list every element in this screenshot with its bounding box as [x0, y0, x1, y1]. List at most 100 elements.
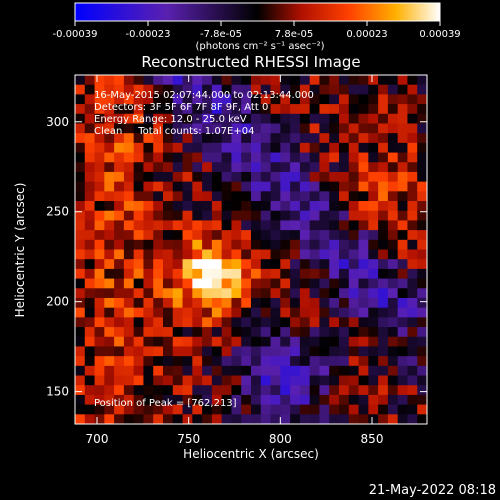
heatmap-cell — [378, 259, 389, 270]
heatmap-cell — [270, 201, 281, 212]
heatmap-cell — [378, 142, 389, 154]
heatmap-cell — [211, 162, 223, 173]
heatmap-cell — [339, 220, 350, 231]
heatmap-cell — [329, 239, 340, 251]
heatmap-cell — [407, 220, 418, 231]
heatmap-cell — [202, 365, 213, 377]
heatmap-cell — [348, 230, 360, 241]
heatmap-cell — [241, 142, 252, 154]
y-axis: 150 200 250 300 — [46, 115, 427, 399]
heatmap-cell — [172, 171, 184, 183]
heatmap-cell — [172, 385, 184, 396]
heatmap-cell — [241, 181, 252, 192]
heatmap-cell — [231, 297, 242, 309]
heatmap-cell — [104, 113, 115, 125]
heatmap-cell — [329, 365, 340, 377]
heatmap-cell — [75, 297, 86, 309]
heatmap-cell — [348, 210, 360, 222]
heatmap-cell — [211, 317, 223, 328]
heatmap-cell — [241, 191, 252, 202]
heatmap-cell — [202, 346, 213, 357]
heatmap-cell — [231, 278, 242, 289]
heatmap-cell — [84, 94, 96, 105]
heatmap-cell — [368, 123, 379, 134]
heatmap-cell — [397, 84, 409, 95]
heatmap-cell — [211, 356, 223, 367]
heatmap-cell — [163, 365, 174, 377]
heatmap-cell — [309, 404, 321, 415]
heatmap-cell — [143, 297, 154, 309]
heatmap-cell — [368, 259, 379, 270]
heatmap-cell — [309, 375, 321, 386]
heatmap-cell — [231, 75, 242, 86]
heatmap-cell — [231, 181, 242, 192]
heatmap-cell — [84, 84, 96, 95]
plot-frame — [74, 74, 428, 425]
heatmap-cell — [397, 162, 409, 173]
heatmap-cell — [299, 278, 311, 289]
heatmap-cell — [329, 336, 340, 348]
heatmap-cell — [280, 239, 291, 251]
heatmap-cell — [211, 113, 223, 125]
heatmap-cell — [211, 297, 223, 309]
heatmap-cell — [309, 327, 321, 338]
heatmap-cell — [94, 113, 105, 125]
heatmap-cell — [172, 94, 184, 105]
heatmap-cell — [241, 317, 252, 328]
heatmap-cell — [299, 394, 311, 406]
heatmap-cell — [417, 113, 427, 125]
heatmap-cell — [94, 181, 105, 192]
heatmap-cell — [94, 288, 105, 299]
heatmap-cell — [251, 259, 262, 270]
heatmap-cell — [397, 346, 409, 357]
heatmap-cell — [270, 249, 281, 260]
heatmap-cell — [407, 336, 418, 348]
heatmap-cell — [153, 220, 164, 231]
heatmap-cell — [387, 317, 399, 328]
heatmap-cell — [358, 375, 369, 386]
heatmap-cell — [387, 162, 399, 173]
heatmap-cell — [348, 297, 360, 309]
heatmap-cell — [163, 375, 174, 386]
heatmap-cell — [84, 346, 96, 357]
heatmap-cell — [172, 317, 184, 328]
heatmap-cell — [221, 239, 233, 251]
heatmap-cell — [221, 356, 233, 367]
heatmap-cell — [143, 375, 154, 386]
heatmap-cell — [123, 297, 135, 309]
heatmap-cell — [348, 142, 360, 154]
heatmap-cell — [221, 152, 233, 163]
heatmap-cell — [231, 317, 242, 328]
heatmap-cell — [319, 84, 330, 95]
heatmap-cell — [133, 104, 145, 115]
heatmap-cell — [309, 249, 321, 260]
heatmap-cell — [251, 84, 262, 95]
heatmap-cell — [348, 365, 360, 377]
heatmap-cell — [280, 152, 291, 163]
heatmap-cell — [123, 288, 135, 299]
heatmap-cell — [358, 113, 369, 125]
heatmap-cell — [143, 239, 154, 251]
heatmap-cell — [417, 268, 427, 280]
heatmap-cell — [221, 307, 233, 318]
heatmap-cell — [231, 336, 242, 348]
heatmap-cell — [270, 317, 281, 328]
heatmap-cell — [387, 142, 399, 154]
heatmap-cell — [358, 365, 369, 377]
heatmap-cell — [319, 133, 330, 144]
heatmap-cell — [143, 94, 154, 105]
heatmap-cell — [309, 171, 321, 183]
heatmap-cell — [407, 278, 418, 289]
heatmap-cell — [94, 317, 105, 328]
heatmap-cell — [397, 181, 409, 192]
heatmap-cell — [221, 220, 233, 231]
heatmap-cell — [368, 356, 379, 367]
x-tick-label: 800 — [269, 432, 292, 446]
heatmap-cell — [84, 268, 96, 280]
colorbar-tick-labels: -0.00039 -0.00023 -7.8e-05 7.8e-05 0.00023 0.… — [53, 29, 461, 40]
heatmap-cell — [114, 385, 125, 396]
heatmap-cell — [163, 278, 174, 289]
heatmap-cell — [339, 162, 350, 173]
heatmap-cell — [368, 307, 379, 318]
heatmap-cell — [133, 375, 145, 386]
